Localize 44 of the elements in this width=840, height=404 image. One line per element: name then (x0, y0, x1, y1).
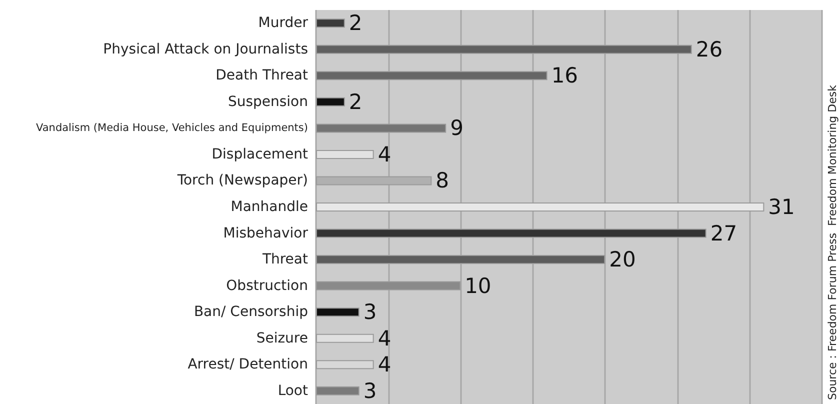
bar (316, 202, 764, 212)
y-tick-label: Seizure (256, 330, 308, 346)
y-tick-label: Manhandle (230, 199, 308, 215)
data-label: 3 (363, 378, 377, 403)
data-label: 2 (348, 11, 362, 36)
y-tick-label: Vandalism (Media House, Vehicles and Equipments) (36, 122, 308, 134)
y-tick-label: Suspension (228, 94, 308, 110)
bar (316, 386, 360, 396)
data-label: 26 (696, 37, 723, 62)
bar (316, 44, 692, 54)
y-tick-label: Displacement (212, 146, 309, 162)
data-label: 4 (378, 142, 392, 166)
bar (316, 150, 374, 159)
bar (316, 97, 345, 106)
y-tick-label: Death Threat (216, 68, 309, 84)
y-tick-label: Torch (Newspaper) (176, 172, 308, 189)
data-label: 2 (348, 90, 362, 114)
bar (316, 281, 461, 290)
data-label: 16 (551, 64, 578, 88)
data-label: 3 (363, 300, 377, 324)
data-label: 4 (378, 352, 392, 377)
y-tick-label: Loot (278, 382, 308, 399)
y-tick-label: Physical Attack on Journalists (103, 41, 308, 58)
bar (316, 308, 360, 317)
bar (316, 18, 345, 28)
data-label: 8 (436, 168, 450, 193)
bar (316, 71, 548, 80)
bar (316, 255, 606, 264)
data-label: 31 (768, 195, 795, 219)
data-label: 27 (710, 221, 738, 246)
y-tick-label: Murder (258, 15, 308, 32)
y-tick-label: Misbehavior (223, 225, 308, 242)
data-label: 4 (378, 326, 392, 350)
data-label: 20 (609, 248, 636, 272)
source-note: Source : Freedom Forum Press Freedom Monitoring Desk (826, 84, 839, 400)
y-tick-label: Arrest/ Detention (188, 356, 308, 373)
y-tick-label: Obstruction (226, 278, 308, 294)
bar (316, 124, 446, 133)
y-tick-label: Threat (261, 252, 309, 268)
bar (316, 334, 374, 343)
y-tick-label: Ban/ Censorship (194, 304, 308, 320)
bar (316, 228, 706, 238)
data-label: 9 (450, 116, 464, 140)
data-label: 10 (464, 274, 492, 298)
